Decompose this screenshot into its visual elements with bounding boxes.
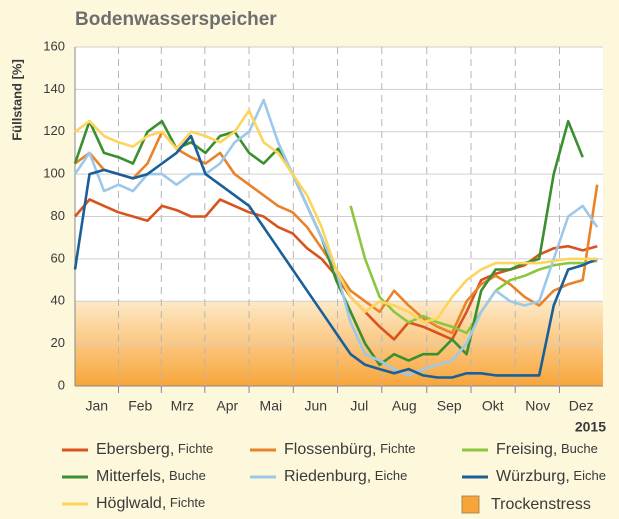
x-tick-label: Jan	[85, 398, 108, 414]
y-tick-label: 160	[43, 38, 65, 53]
legend-label: Würzburg, Eiche	[496, 468, 606, 485]
y-tick-label: 0	[58, 377, 65, 392]
x-tick-label: Jun	[305, 398, 328, 414]
y-tick-label: 140	[43, 81, 65, 96]
x-tick-label: Aug	[392, 398, 417, 414]
y-axis-label: Füllstand [%]	[9, 59, 24, 141]
x-tick-label: Sep	[437, 398, 462, 414]
x-tick-label: Apr	[216, 398, 238, 414]
y-tick-label: 40	[51, 293, 65, 308]
x-tick-label: Okt	[482, 398, 504, 414]
x-axis-label: 2015	[575, 419, 606, 435]
y-tick-label: 80	[51, 208, 65, 223]
y-tick-label: 120	[43, 123, 65, 138]
x-tick-label: Dez	[569, 398, 594, 414]
legend-label: Mitterfels, Buche	[96, 468, 206, 485]
y-tick-label: 100	[43, 166, 65, 181]
y-tick-label: 60	[51, 250, 65, 265]
x-tick-label: Mrz	[171, 398, 194, 414]
x-tick-label: Mai	[260, 398, 283, 414]
series-line	[73, 134, 598, 379]
legend-label: Höglwald, Fichte	[96, 495, 205, 512]
y-tick-label: 20	[51, 335, 65, 350]
legend-label: Riedenburg, Eiche	[284, 468, 407, 485]
series-line	[73, 119, 584, 367]
x-tick-label: Jul	[350, 398, 368, 414]
series-line	[74, 109, 598, 324]
legend-swatch	[461, 495, 480, 514]
x-tick-label: Feb	[128, 398, 152, 414]
legend-label: Freising, Buche	[496, 441, 598, 458]
legend-label: Trockenstress	[491, 496, 591, 513]
chart-title: Bodenwasserspeicher	[75, 9, 277, 30]
legend-label: Flossenbürg, Fichte	[284, 441, 416, 458]
legend-label: Ebersberg, Fichte	[96, 441, 213, 458]
x-tick-label: Nov	[525, 398, 550, 414]
